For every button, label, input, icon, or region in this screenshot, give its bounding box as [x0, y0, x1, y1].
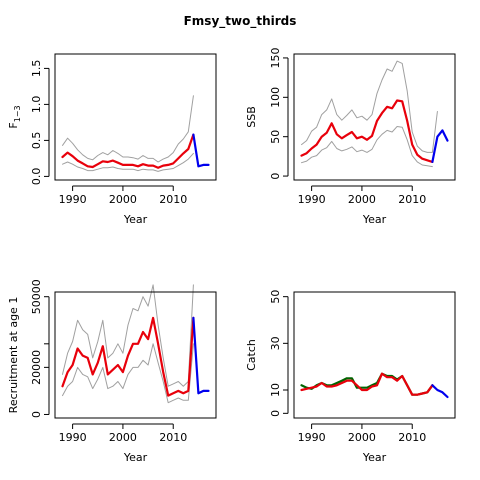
series-lower [301, 126, 433, 168]
y-tick-label: 50 [269, 290, 282, 304]
panel-1: 1990 2000 2010 0.0 0.5 1.0 1.5 Year F1−3 [7, 53, 217, 226]
y-axis-label: Recruitment at age 1 [7, 297, 20, 414]
series-projection [192, 316, 210, 395]
series-upper [301, 60, 438, 153]
series-projection [431, 384, 449, 399]
x-tick-label: 1990 [298, 431, 326, 444]
y-tick-label: 0 [30, 411, 43, 418]
y-tick-label: 50 [269, 130, 282, 144]
y-tick-label: 30 [269, 336, 282, 350]
x-tick-label: 2010 [398, 431, 426, 444]
y-tick-label: 1.5 [30, 60, 43, 78]
x-axis-label: Year [362, 451, 387, 464]
x-tick-label: 1990 [59, 193, 87, 206]
y-tick-label: 100 [269, 87, 282, 108]
panel-2: 1990 2000 2010 0 50 100 150 Year SSB [245, 47, 456, 226]
figure-title: Fmsy_two_thirds [184, 14, 297, 29]
x-tick-label: 1990 [59, 431, 87, 444]
y-tick-label: 50000 [30, 279, 43, 314]
series-projection [192, 133, 210, 168]
y-axis-label: SSB [245, 106, 258, 128]
series-estimate [300, 372, 434, 396]
y-axis-label: Catch [245, 339, 258, 371]
y-tick-label: 1.0 [30, 96, 43, 114]
x-tick-label: 2000 [348, 193, 376, 206]
series-lower [62, 152, 194, 172]
plot-frame [293, 53, 456, 181]
x-axis-label: Year [123, 213, 148, 226]
series-estimate [61, 316, 195, 397]
x-axis-label: Year [123, 451, 148, 464]
y-axis-label: F1−3 [7, 105, 22, 128]
x-axis-label: Year [362, 213, 387, 226]
x-tick-label: 2010 [159, 193, 187, 206]
y-tick-label: 150 [269, 47, 282, 68]
x-tick-label: 2000 [109, 431, 137, 444]
series-upper [62, 95, 194, 163]
x-tick-label: 1990 [298, 193, 326, 206]
series-estimate [300, 99, 434, 163]
x-tick-label: 2010 [398, 193, 426, 206]
panel-3: 1990 2000 2010 0 20000 50000 Year Recruitment a… [7, 279, 217, 464]
series-upper [62, 284, 194, 387]
series-projection [431, 129, 449, 163]
x-tick-label: 2000 [348, 431, 376, 444]
y-axis-label-subscript: 1−3 [13, 105, 22, 122]
panel-4: 1990 2000 2010 0 10 30 50 Year Catch [245, 290, 456, 464]
y-tick-label: 0.5 [30, 132, 43, 150]
series-estimate [61, 133, 195, 169]
y-tick-label: 0 [269, 173, 282, 180]
y-tick-label: 0 [269, 410, 282, 417]
plot-frame [54, 291, 217, 419]
plot-frame [54, 53, 217, 181]
x-tick-label: 2010 [159, 431, 187, 444]
series-lower [62, 343, 194, 404]
y-tick-label: 10 [269, 383, 282, 397]
plot-frame [293, 291, 456, 419]
x-tick-label: 2000 [109, 193, 137, 206]
y-tick-label: 20000 [30, 350, 43, 385]
y-tick-label: 0.0 [30, 168, 43, 186]
